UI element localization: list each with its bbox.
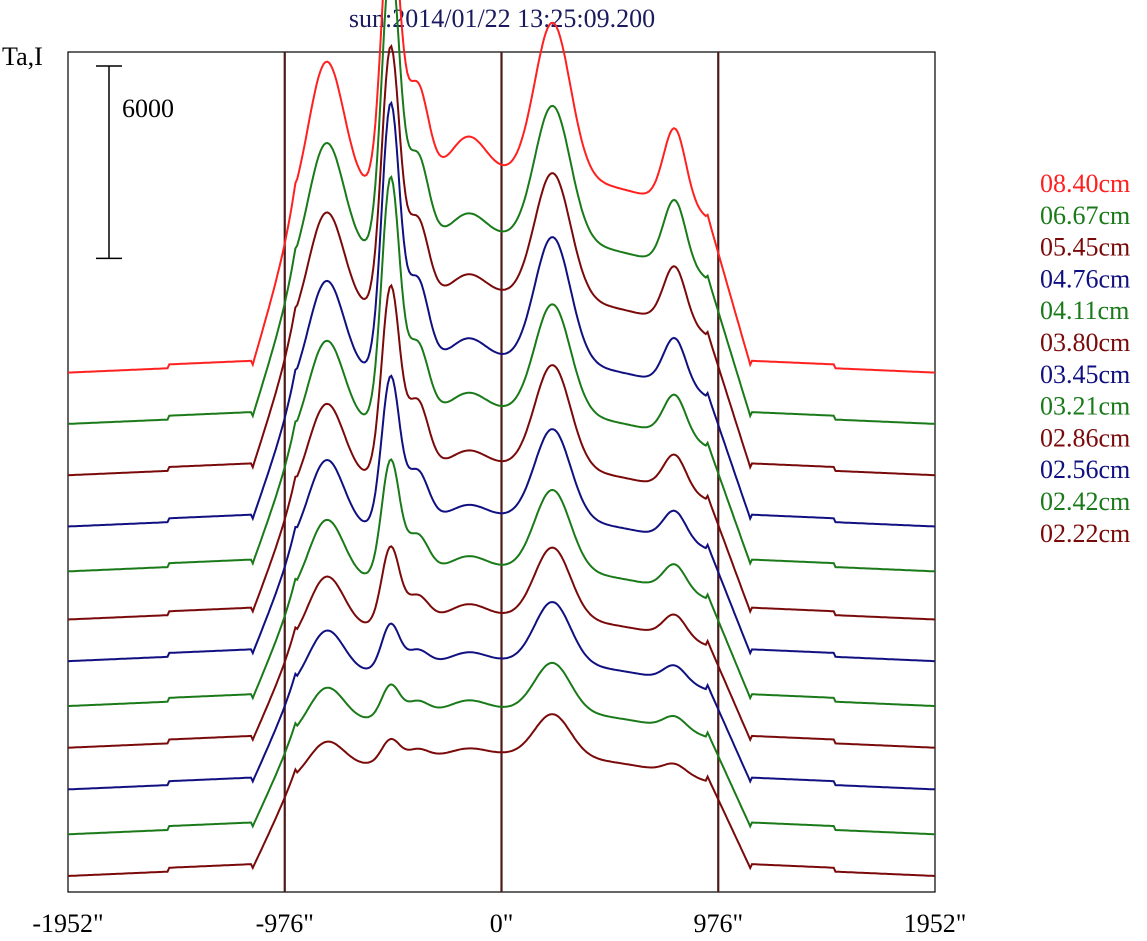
legend-item-0: 08.40cm (1040, 169, 1130, 198)
x-tick-label-4: 1952" (904, 909, 967, 938)
x-axis-ticks: -1952" -976" 0" 976" 1952" (32, 909, 966, 938)
series-line-3 (67, 100, 936, 528)
series-group (67, 0, 936, 877)
legend-item-3: 04.76cm (1040, 264, 1130, 293)
series-line-2 (67, 44, 936, 477)
legend-item-9: 02.56cm (1040, 455, 1130, 484)
series-line-5 (67, 283, 936, 621)
legend-item-7: 03.21cm (1040, 392, 1130, 421)
series-line-7 (68, 458, 935, 707)
x-tick-label-1: -976" (256, 909, 314, 938)
series-line-1 (67, 0, 936, 425)
legend-item-10: 02.42cm (1040, 487, 1130, 516)
legend-item-2: 05.45cm (1040, 233, 1130, 262)
scale-bar: 6000 (96, 65, 174, 260)
legend-item-8: 02.86cm (1040, 423, 1130, 452)
series-line-8 (67, 545, 936, 749)
legend-item-4: 04.11cm (1040, 296, 1129, 325)
legend-item-6: 03.45cm (1040, 360, 1130, 389)
series-line-10 (67, 661, 936, 836)
legend-item-11: 02.22cm (1040, 519, 1130, 548)
legend-item-5: 03.80cm (1040, 328, 1130, 357)
series-line-0 (67, 0, 936, 374)
y-axis-label: Ta,I (2, 42, 43, 71)
x-tick-label-3: 976" (693, 909, 743, 938)
scale-bar-label: 6000 (122, 94, 174, 123)
series-line-9 (67, 601, 936, 791)
series-line-11 (67, 713, 936, 877)
x-tick-label-2: 0" (490, 909, 514, 938)
series-line-6 (67, 374, 936, 663)
legend-item-1: 06.67cm (1040, 201, 1130, 230)
chart-title: sun:2014/01/22 13:25:09.200 (349, 4, 655, 33)
series-line-4 (67, 175, 936, 573)
x-tick-label-0: -1952" (32, 909, 103, 938)
reference-lines (283, 52, 720, 892)
